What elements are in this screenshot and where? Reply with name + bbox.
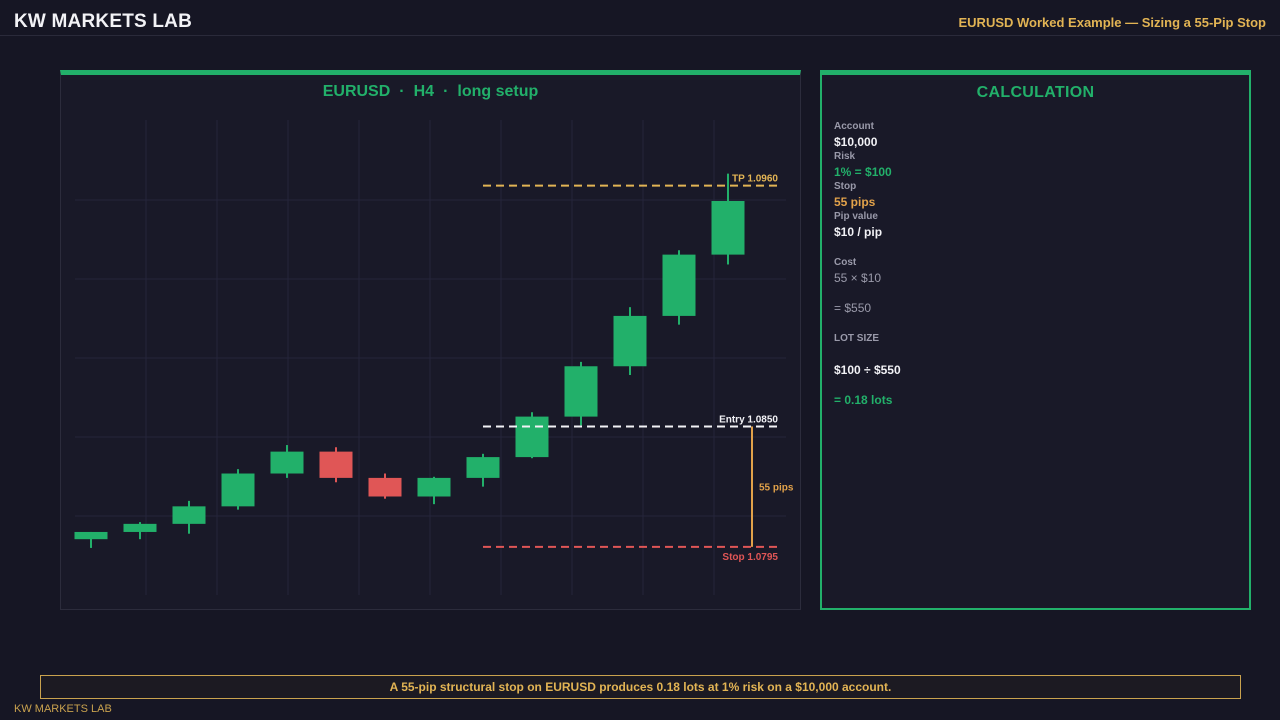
pip-value-label: Pip value <box>834 211 878 222</box>
candle-body <box>74 531 108 540</box>
candle-body <box>466 457 500 478</box>
stop-label: Stop <box>834 181 857 192</box>
account-label: Account <box>834 121 874 132</box>
summary-note: A 55-pip structural stop on EURUSD produ… <box>40 675 1241 699</box>
stop-value: 55 pips <box>834 195 876 209</box>
candle-body <box>515 416 549 458</box>
candle-body <box>319 451 353 478</box>
entry-label: Entry 1.0850 <box>719 414 778 425</box>
page-subtitle: EURUSD Worked Example — Sizing a 55-Pip … <box>958 15 1267 30</box>
candle-body <box>417 477 451 497</box>
calculation-title: CALCULATION <box>976 84 1095 101</box>
footer-brand: KW MARKETS LAB <box>14 703 112 715</box>
candle-body <box>662 254 696 316</box>
chart-timeframe: H4 <box>413 83 435 100</box>
lot-size-label: LOT SIZE <box>834 333 879 344</box>
chart-setup: long setup <box>457 83 539 100</box>
chart-symbol: EURUSD <box>322 83 391 100</box>
take-profit-label: TP 1.0960 <box>732 174 778 185</box>
calculation-panel: CALCULATION Account $10,000 Risk 1% = $1… <box>820 70 1251 610</box>
chart-panel: TP 1.0960 Entry 1.0850 Stop 1.0795 55 pips … <box>60 70 801 610</box>
candle-body <box>564 366 598 417</box>
brand-title: KW MARKETS LAB <box>14 11 193 32</box>
candle-body <box>221 473 255 507</box>
cost-result: = $550 <box>834 301 872 315</box>
risk-label: Risk <box>834 151 856 162</box>
lot-size-result: = 0.18 lots <box>834 393 893 407</box>
cost-expression: 55 × $10 <box>834 271 882 285</box>
candle-body <box>368 477 402 497</box>
candlestick-chart: TP 1.0960 Entry 1.0850 Stop 1.0795 55 pips <box>74 120 794 595</box>
candle-body <box>711 200 745 255</box>
pip-value: $10 / pip <box>834 225 883 239</box>
candle-body <box>270 451 304 474</box>
risk-value: 1% = $100 <box>834 165 892 179</box>
stop-loss-label: Stop 1.0795 <box>722 552 778 563</box>
candle-body <box>123 523 157 532</box>
title-separator: · <box>399 83 405 100</box>
title-separator: · <box>443 83 449 100</box>
candle-body <box>613 315 647 367</box>
lot-size-expression: $100 ÷ $550 <box>834 363 901 377</box>
chart-title: EURUSD · H4 · long setup <box>61 83 800 101</box>
pip-distance-label: 55 pips <box>759 483 794 494</box>
top-bar: KW MARKETS LAB EURUSD Worked Example — S… <box>0 0 1280 36</box>
candle-body <box>172 506 206 524</box>
cost-label: Cost <box>834 257 857 268</box>
account-value: $10,000 <box>834 135 878 149</box>
